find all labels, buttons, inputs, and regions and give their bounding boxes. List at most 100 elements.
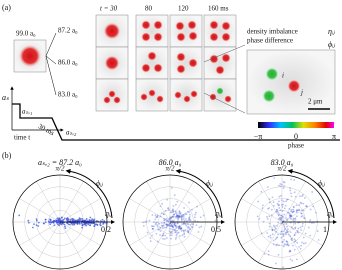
sample-point: [187, 219, 190, 221]
sample-point: [272, 239, 275, 242]
sample-point: [316, 230, 319, 232]
sample-point: [44, 218, 47, 221]
sample-point: [300, 212, 303, 215]
angle-tick: π/2: [56, 165, 65, 173]
sample-point: [281, 206, 284, 208]
sample-point: [280, 222, 283, 225]
cloud-spot: [103, 96, 111, 104]
sample-point: [151, 227, 154, 230]
sample-point: [278, 184, 280, 187]
sample-point: [297, 227, 300, 230]
sample-point: [283, 207, 286, 210]
sample-point: [290, 215, 292, 218]
sample-point: [281, 222, 284, 225]
sample-point: [35, 218, 38, 221]
sample-point: [280, 236, 283, 239]
sample-point: [53, 224, 56, 227]
sample-point: [189, 219, 192, 221]
sample-point: [165, 223, 168, 226]
sample-point: [214, 219, 217, 222]
ramp-line: [12, 103, 340, 141]
sample-point: [285, 222, 288, 225]
cloud-spot: [147, 51, 157, 61]
polar-spoke: [169, 198, 211, 223]
sample-point: [99, 223, 101, 226]
sample-point: [177, 219, 179, 221]
sample-point: [163, 226, 166, 229]
sample-point: [151, 234, 153, 237]
sample-point: [27, 221, 30, 224]
sample-point: [277, 204, 280, 207]
cloud-spot: [221, 53, 231, 63]
angle-arrow: [65, 168, 113, 219]
sample-point: [68, 223, 71, 226]
sample-point: [170, 237, 172, 240]
sample-point: [162, 232, 165, 235]
sample-point: [159, 226, 162, 229]
sample-point: [279, 183, 282, 185]
sample-point: [290, 192, 292, 195]
sample-point: [298, 245, 300, 248]
sample-point: [178, 215, 180, 218]
sample-point: [293, 233, 296, 236]
sample-point: [276, 243, 279, 246]
sample-point: [175, 213, 178, 216]
sample-point: [53, 220, 56, 223]
sample-point: [302, 236, 305, 239]
sample-point: [172, 205, 175, 207]
sample-point: [279, 185, 282, 188]
sample-point: [292, 219, 294, 221]
sample-point: [177, 227, 180, 230]
sample-point: [287, 198, 289, 201]
sample-point: [294, 226, 297, 229]
sample-point: [18, 214, 21, 217]
sample-point: [271, 228, 274, 231]
plot-title: aₛ,₂ = 87.2 a₀: [38, 158, 82, 167]
sample-point: [151, 227, 154, 230]
sample-point: [270, 214, 273, 216]
sample-point: [286, 211, 289, 214]
spot: [287, 79, 301, 93]
sample-point: [168, 227, 171, 230]
radius-label: ηᵢⱼ: [105, 209, 112, 218]
sample-point: [290, 238, 293, 241]
sample-point: [169, 216, 171, 219]
sample-point: [302, 202, 305, 205]
sample-point: [188, 216, 191, 218]
sample-point: [173, 223, 176, 226]
sample-point: [267, 253, 270, 256]
sample-point: [101, 218, 104, 221]
sample-point: [172, 229, 175, 231]
sample-point: [288, 208, 291, 210]
sample-point: [286, 240, 288, 243]
sample-point: [286, 225, 288, 228]
sample-point: [160, 212, 163, 215]
sample-point: [311, 191, 314, 193]
sample-point: [96, 224, 99, 226]
sample-point: [49, 223, 52, 226]
sample-point: [188, 211, 191, 214]
sample-point: [35, 224, 38, 227]
sample-point: [171, 215, 174, 218]
sample-point: [176, 214, 178, 217]
sample-point: [175, 227, 177, 229]
sample-point: [289, 235, 292, 238]
sample-point: [174, 224, 177, 227]
sample-point: [283, 213, 286, 216]
sample-point: [284, 231, 287, 234]
sample-point: [284, 233, 287, 236]
sample-point: [304, 242, 307, 245]
sample-point: [272, 204, 275, 207]
sample-point: [182, 217, 185, 220]
sample-point: [181, 215, 184, 218]
sample-point: [173, 223, 176, 226]
sample-point: [275, 244, 278, 247]
sample-point: [163, 222, 165, 224]
sample-point: [299, 247, 302, 250]
sample-point: [178, 212, 181, 215]
sample-point: [296, 215, 298, 218]
sample-point: [270, 208, 273, 211]
sample-point: [171, 220, 174, 222]
sample-point: [271, 229, 274, 232]
sample-point: [161, 234, 164, 237]
